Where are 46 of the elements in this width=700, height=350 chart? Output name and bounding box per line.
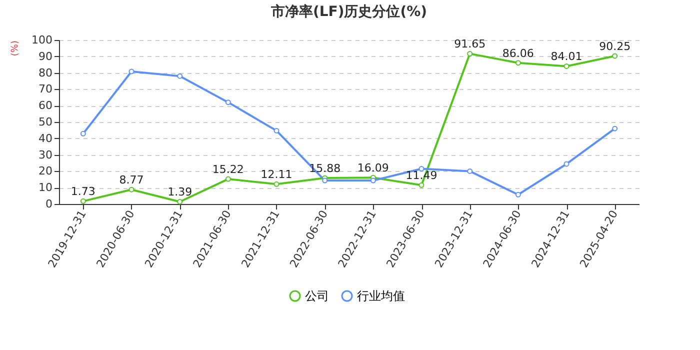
point [128, 186, 134, 192]
y-tick-label: 40 [38, 132, 52, 145]
point [418, 182, 424, 188]
y-tick-label: 10 [38, 181, 52, 194]
legend-label: 公司 [305, 289, 329, 303]
point [80, 130, 86, 136]
y-tick-label: 100 [32, 34, 52, 46]
point [564, 161, 570, 167]
point [370, 178, 376, 184]
point [80, 198, 86, 204]
y-tick-label: 80 [38, 66, 52, 80]
y-tick-label: 60 [38, 99, 52, 112]
point [612, 53, 618, 59]
data-label: 86.06 [502, 46, 534, 60]
point [515, 192, 521, 198]
point [564, 63, 570, 69]
data-label: 1.73 [70, 185, 96, 198]
y-tick-label: 50 [38, 116, 52, 128]
point [225, 100, 231, 106]
point [322, 178, 328, 184]
point [177, 73, 183, 79]
data-label: 1.39 [168, 186, 192, 199]
data-label: 15.22 [212, 163, 244, 176]
data-label: 12.11 [260, 168, 292, 182]
y-tick-label: 90 [38, 50, 52, 63]
legend-label: 行业均值 [357, 289, 405, 303]
chart-title: 市净率(LF)历史分位(%) [270, 3, 428, 20]
data-label: 90.25 [599, 40, 631, 53]
point [467, 50, 473, 56]
point [612, 126, 618, 132]
y-axis-title: (%) [10, 40, 21, 56]
data-label: 16.09 [357, 162, 389, 175]
y-tick-label: 70 [38, 82, 52, 96]
point [274, 128, 280, 134]
data-label: 91.65 [454, 38, 486, 51]
data-label: 84.01 [550, 50, 582, 64]
point [274, 181, 280, 187]
data-label: 8.77 [119, 174, 144, 187]
y-tick-label: 20 [38, 164, 52, 178]
point [177, 198, 183, 204]
point [225, 176, 231, 182]
point [515, 60, 521, 66]
y-tick-label: 30 [38, 148, 52, 162]
y-tick-label: 0 [46, 198, 52, 210]
point [467, 168, 473, 174]
point [128, 68, 134, 74]
